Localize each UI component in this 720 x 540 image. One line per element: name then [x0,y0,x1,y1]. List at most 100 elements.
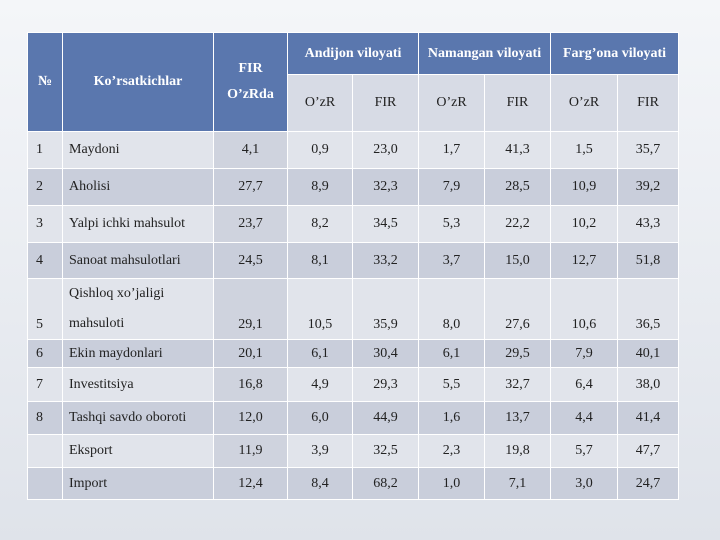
cell-value: 43,3 [617,205,680,243]
cell-value: 39,2 [617,168,680,206]
cell-value: 6,1 [287,339,353,368]
cell-value: 41,4 [617,401,680,435]
cell-value: 20,1 [213,339,288,368]
cell-value: 10,6 [550,278,619,340]
data-table: № Ko’rsatkichlar FIR O’zRda Andijon viloy… [27,32,680,500]
cell-value: 29,3 [351,367,420,402]
cell-value: 6,4 [550,367,619,402]
cell-value: 5,3 [418,205,486,243]
row-number: 5 [27,278,63,340]
subheader: O’zR [287,74,353,132]
cell-value: 15,0 [484,242,552,279]
subheader: FIR [351,74,420,132]
cell-value: 2,3 [418,434,486,468]
row-label: Yalpi ichki mahsulot [62,205,214,243]
cell-value: 47,7 [617,434,680,468]
cell-value: 32,3 [351,168,420,206]
cell-value: 8,2 [287,205,353,243]
table-row: Import 12,4 8,4 68,2 1,0 7,1 3,0 24,7 [27,467,680,500]
row-number [27,434,63,468]
cell-value: 3,7 [418,242,486,279]
header-region: Farg’ona viloyati [550,32,680,75]
cell-value: 23,7 [213,205,288,243]
cell-value: 38,0 [617,367,680,402]
cell-value: 36,5 [617,278,680,340]
cell-value: 6,0 [287,401,353,435]
row-label: Aholisi [62,168,214,206]
cell-value: 7,1 [484,467,552,500]
row-label: Qishloq xo’jaligi mahsuloti [62,278,214,340]
cell-value: 24,5 [213,242,288,279]
cell-value: 6,1 [418,339,486,368]
row-label: Eksport [62,434,214,468]
row-number: 2 [27,168,63,206]
row-number: 6 [27,339,63,368]
header-indicator: Ko’rsatkichlar [62,32,214,132]
cell-value: 4,9 [287,367,353,402]
cell-value: 7,9 [418,168,486,206]
cell-value: 10,9 [550,168,619,206]
cell-value: 32,5 [351,434,420,468]
row-label: Ekin maydonlari [62,339,214,368]
row-number: 8 [27,401,63,435]
cell-value: 33,2 [351,242,420,279]
cell-value: 8,1 [287,242,353,279]
header-num: № [27,32,63,132]
table-row: Eksport 11,9 3,9 32,5 2,3 19,8 5,7 47,7 [27,434,680,468]
cell-value: 30,4 [351,339,420,368]
cell-value: 10,5 [287,278,353,340]
header-fir-line: FIR [238,61,263,76]
cell-value: 1,0 [418,467,486,500]
table-row: 5 Qishloq xo’jaligi mahsuloti 29,1 10,5 35,9… [27,278,680,340]
cell-value: 13,7 [484,401,552,435]
cell-value: 23,0 [351,131,420,169]
subheader: FIR [617,74,680,132]
header-region: Namangan viloyati [418,32,552,75]
row-label: Investitsiya [62,367,214,402]
cell-value: 4,1 [213,131,288,169]
cell-value: 24,7 [617,467,680,500]
cell-value: 41,3 [484,131,552,169]
row-number [27,467,63,500]
cell-value: 1,5 [550,131,619,169]
cell-value: 5,7 [550,434,619,468]
cell-value: 0,9 [287,131,353,169]
cell-value: 19,8 [484,434,552,468]
cell-value: 1,6 [418,401,486,435]
row-label: Import [62,467,214,500]
cell-value: 22,2 [484,205,552,243]
cell-value: 3,0 [550,467,619,500]
cell-value: 5,5 [418,367,486,402]
header-fir-line: O’zRda [227,87,274,102]
row-label: Maydoni [62,131,214,169]
cell-value: 12,4 [213,467,288,500]
cell-value: 4,4 [550,401,619,435]
cell-value: 27,6 [484,278,552,340]
cell-value: 40,1 [617,339,680,368]
subheader: O’zR [550,74,619,132]
cell-value: 12,7 [550,242,619,279]
cell-value: 34,5 [351,205,420,243]
row-number: 7 [27,367,63,402]
table-body: 1 Maydoni 4,1 0,9 23,0 1,7 41,3 1,5 35,7 2 Aholisi… [27,131,680,500]
subheader: O’zR [418,74,486,132]
cell-value: 11,9 [213,434,288,468]
cell-value: 16,8 [213,367,288,402]
cell-value: 8,0 [418,278,486,340]
cell-value: 32,7 [484,367,552,402]
table-row: 6 Ekin maydonlari 20,1 6,1 30,4 6,1 29,5 7,9 40,… [27,339,680,368]
cell-value: 35,9 [351,278,420,340]
row-label: Sanoat mahsulotlari [62,242,214,279]
cell-value: 35,7 [617,131,680,169]
table-row: 2 Aholisi 27,7 8,9 32,3 7,9 28,5 10,9 39,2 [27,168,680,206]
table-row: 8 Tashqi savdo oboroti 12,0 6,0 44,9 1,6 13,7 4… [27,401,680,435]
cell-value: 1,7 [418,131,486,169]
cell-value: 68,2 [351,467,420,500]
row-number: 1 [27,131,63,169]
cell-value: 28,5 [484,168,552,206]
header-fir: FIR O’zRda [213,32,288,132]
row-label: Tashqi savdo oboroti [62,401,214,435]
cell-value: 12,0 [213,401,288,435]
subheader: FIR [484,74,552,132]
